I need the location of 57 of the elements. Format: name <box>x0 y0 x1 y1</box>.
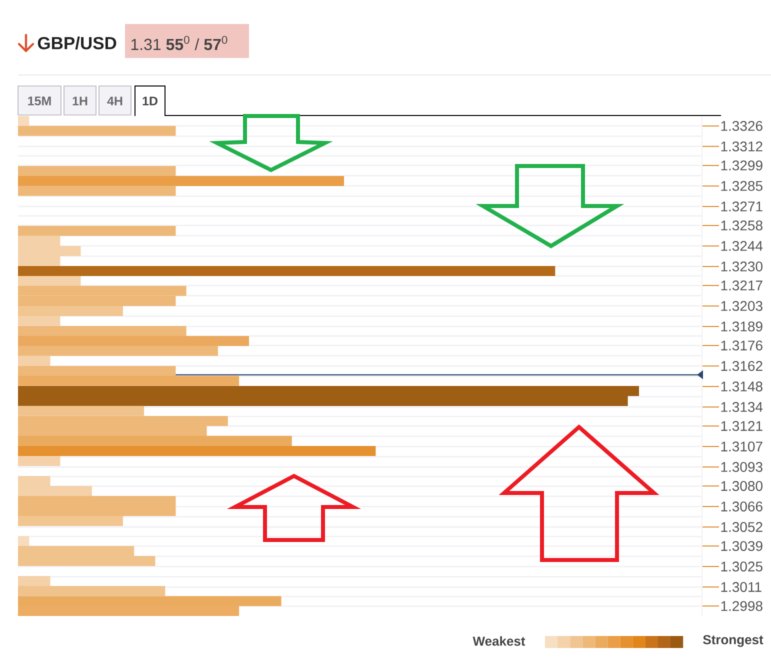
bar <box>18 406 144 416</box>
bar <box>18 516 123 526</box>
bar <box>18 326 186 336</box>
text: 1H <box>72 96 88 106</box>
bar <box>18 446 376 456</box>
y-tick-label: 1.3217 <box>721 280 762 290</box>
bar <box>18 176 344 186</box>
bar <box>18 536 30 546</box>
bar <box>18 266 556 276</box>
y-tick-label: 1.2998 <box>721 601 762 612</box>
y-tick-label: 1.3134 <box>721 402 763 412</box>
text: 1D <box>142 96 158 106</box>
y-tick-label: 1.3025 <box>721 562 762 572</box>
y-tick-label: 1.3162 <box>721 361 762 371</box>
bar <box>18 346 218 356</box>
y-tick-label: 1.3299 <box>721 160 762 170</box>
y-tick-label: 1.3107 <box>721 442 762 452</box>
chart-subtitle: 1.31 55$^{0}$ / 57$^{0}$ <box>131 36 228 50</box>
bar <box>18 436 292 446</box>
bar <box>18 276 81 286</box>
bar <box>18 116 30 126</box>
bar <box>18 336 250 346</box>
bar <box>18 366 176 376</box>
y-tick-label: 1.3326 <box>721 120 762 131</box>
bar <box>18 586 166 596</box>
bar <box>18 306 123 316</box>
text: Weakest <box>472 636 526 646</box>
y-tick-label: 1.3244 <box>721 241 763 251</box>
bar <box>18 456 60 466</box>
y-tick-label: 1.3203 <box>721 301 762 311</box>
y-tick-label: 1.3066 <box>721 502 762 512</box>
y-tick-label: 1.3176 <box>721 340 762 350</box>
text: 4H <box>107 96 122 106</box>
chart-title: GBP/USD <box>38 36 116 50</box>
bar <box>18 356 50 366</box>
y-tick-label: 1.3121 <box>721 421 762 431</box>
y-tick-label: 1.3258 <box>721 220 762 230</box>
bar <box>18 186 176 196</box>
y-tick-label: 1.3312 <box>721 141 762 152</box>
y-tick-label: 1.3093 <box>721 462 762 472</box>
y-tick-label: 1.3052 <box>721 522 762 532</box>
bar <box>18 126 176 136</box>
bar <box>18 316 60 326</box>
bar <box>18 226 176 236</box>
bar <box>18 376 240 386</box>
bar <box>18 166 176 176</box>
y-tick-label: 1.3039 <box>721 541 762 551</box>
y-tick-label: 1.3011 <box>721 582 762 592</box>
y-tick-label: 1.3285 <box>721 180 762 191</box>
bar <box>18 576 50 586</box>
y-tick-label: 1.3230 <box>721 261 762 272</box>
y-tick-label: 1.3271 <box>721 201 762 212</box>
text: Strongest <box>703 635 764 647</box>
text: 15M <box>28 96 51 106</box>
y-tick-label: 1.3148 <box>721 382 762 392</box>
y-tick-label: 1.3189 <box>721 322 762 332</box>
y-tick-label: 1.3080 <box>721 481 762 491</box>
